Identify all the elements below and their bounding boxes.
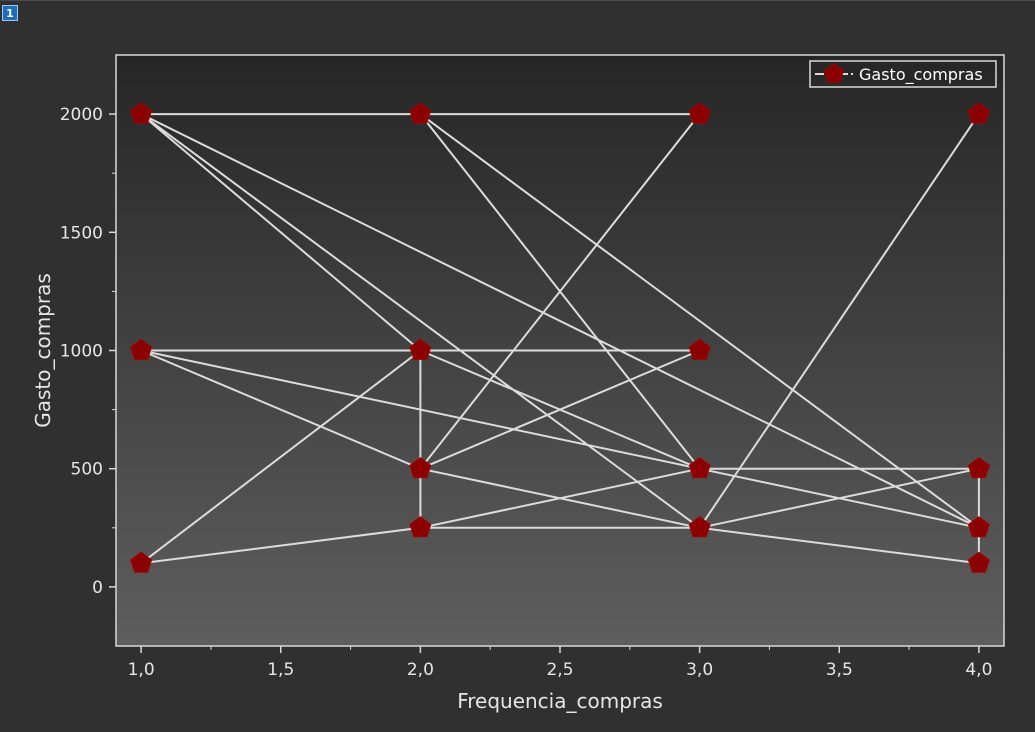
y-tick-label: 2000 xyxy=(60,105,103,125)
data-point-marker[interactable] xyxy=(409,457,432,479)
data-point-marker[interactable] xyxy=(130,102,153,124)
y-tick-label: 500 xyxy=(71,460,103,480)
series-line-2 xyxy=(698,113,980,529)
x-tick-label: 1,0 xyxy=(128,660,155,680)
x-tick-label: 3,0 xyxy=(686,660,713,680)
data-point-marker[interactable] xyxy=(409,102,432,124)
data-point-marker[interactable] xyxy=(688,516,711,538)
x-axis-title: Frequencia_compras xyxy=(457,689,663,713)
y-tick-label: 1000 xyxy=(60,342,103,362)
data-point-marker[interactable] xyxy=(409,338,432,360)
x-tick-label: 2,0 xyxy=(407,660,434,680)
data-point-marker[interactable] xyxy=(409,516,432,538)
legend[interactable]: Gasto_compras xyxy=(809,60,997,88)
series-line-3 xyxy=(140,349,422,565)
series-markers xyxy=(130,102,990,573)
data-point-marker[interactable] xyxy=(130,551,153,573)
y-axis-title: Gasto_compras xyxy=(31,273,55,428)
legend-marker-pentagon-icon xyxy=(823,63,845,83)
data-point-marker[interactable] xyxy=(688,102,711,124)
x-tick-label: 4,0 xyxy=(965,660,992,680)
axes: 1,0 1,5 2,0 2,5 3,0 3,5 4,0 0 500 1000 1500 2000 xyxy=(60,105,993,680)
legend-label: Gasto_compras xyxy=(859,65,983,85)
data-point-marker[interactable] xyxy=(130,338,153,360)
data-point-marker[interactable] xyxy=(688,338,711,360)
legend-box xyxy=(809,60,997,88)
data-point-marker[interactable] xyxy=(967,551,990,573)
layer-badge[interactable]: 1 xyxy=(2,5,18,21)
data-point-marker[interactable] xyxy=(967,457,990,479)
data-point-marker[interactable] xyxy=(688,457,711,479)
y-tick-label: 0 xyxy=(92,578,103,598)
data-point-marker[interactable] xyxy=(967,516,990,538)
x-tick-label: 1,5 xyxy=(267,660,294,680)
x-tick-label: 3,5 xyxy=(826,660,853,680)
x-tick-label: 2,5 xyxy=(546,660,573,680)
data-point-marker[interactable] xyxy=(967,102,990,124)
y-tick-label: 1500 xyxy=(60,223,103,243)
